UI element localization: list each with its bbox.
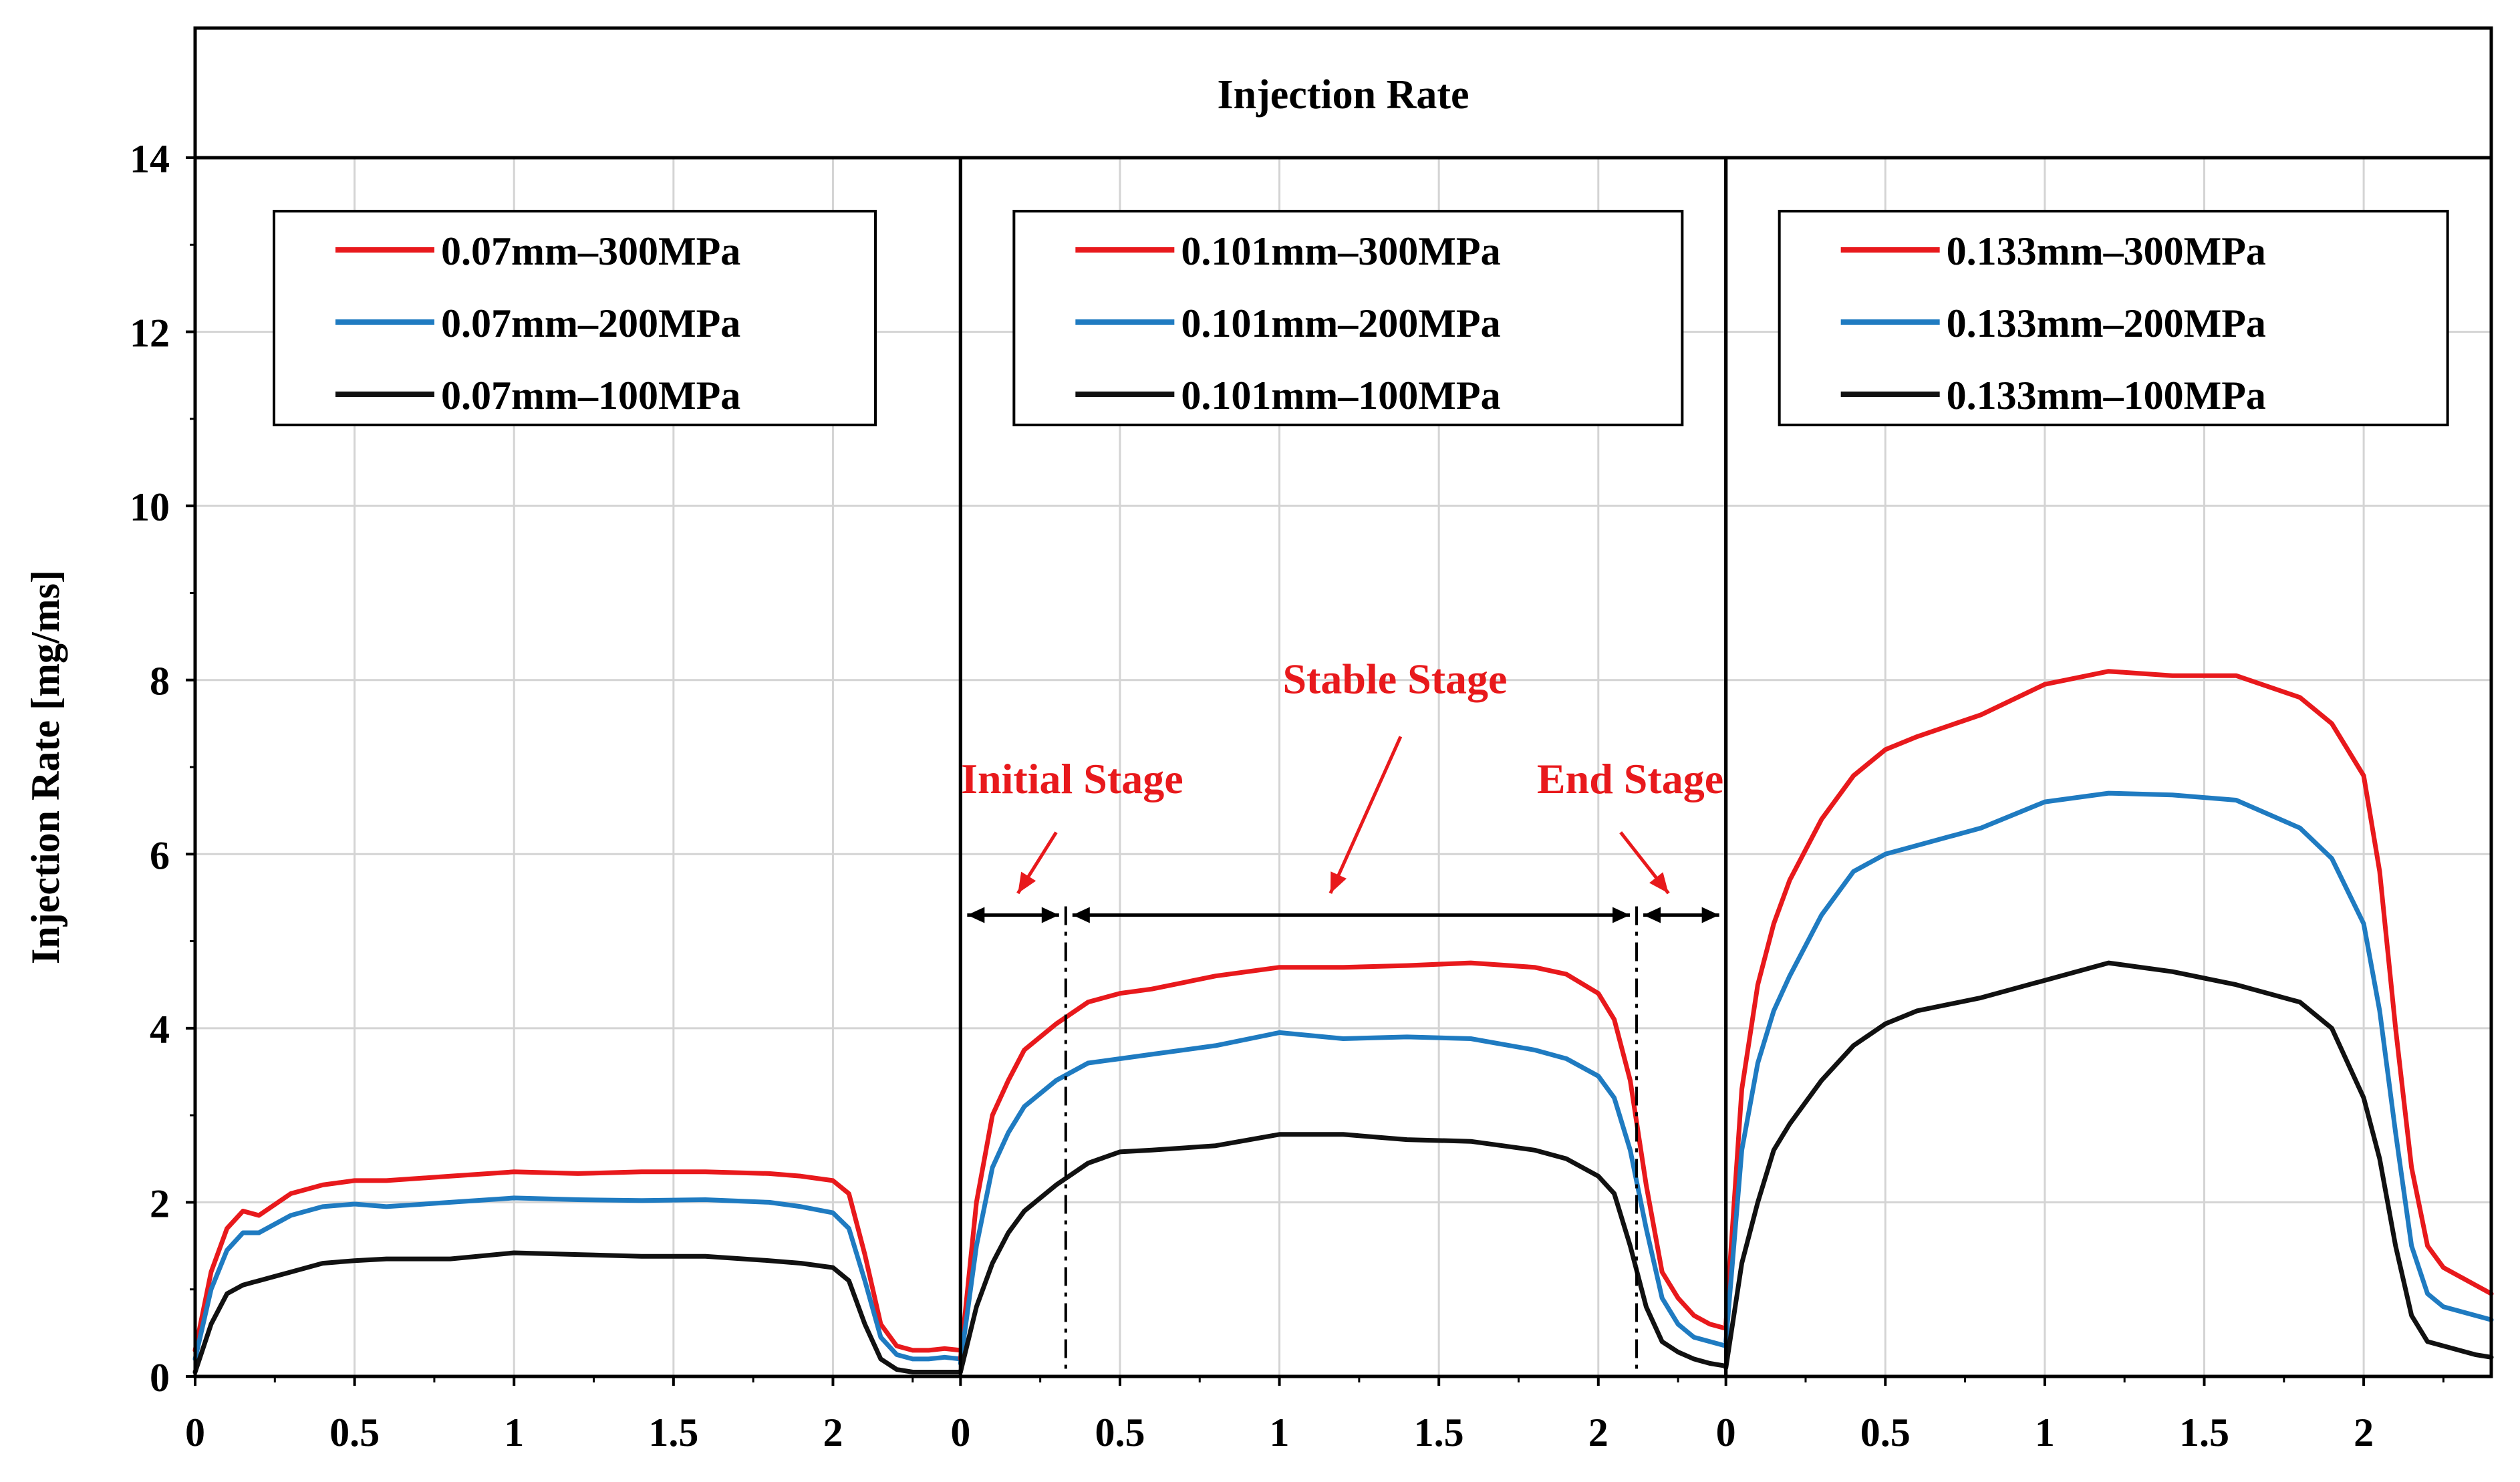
legend-layer: 0.07mm–300MPa 0.07mm–200MPa 0.07mm–100MPa 0… [273, 210, 2449, 426]
legend-box [1012, 210, 1684, 426]
title-box [193, 26, 2493, 160]
x-tick-label: 0 [950, 1411, 970, 1455]
legend-label: 0.133mm–300MPa [1947, 229, 2266, 273]
end-stage-pointer-head [1649, 872, 1669, 893]
y-tick-label: 14 [130, 137, 170, 181]
series-line-2-1 [1723, 790, 2494, 1344]
legend-box [273, 210, 877, 426]
legend-label: 0.101mm–200MPa [1181, 301, 1500, 345]
series-line-2-2 [1723, 960, 2494, 1370]
y-tick-label: 2 [150, 1181, 170, 1225]
legend-label: 0.101mm–300MPa [1181, 229, 1500, 273]
x-tick-label: 2 [2354, 1411, 2374, 1455]
end-stage-label: End Stage [1537, 755, 1723, 802]
legend-label: 0.101mm–100MPa [1181, 374, 1500, 418]
arrowhead-right [1041, 907, 1059, 923]
annotation-layer: Stable Stage Initial Stage End Stage [961, 655, 1723, 1376]
chart-title: Injection Rate [1217, 72, 1469, 118]
series-line-1-1 [958, 1030, 1729, 1366]
x-tick-label: 1 [504, 1411, 524, 1455]
series-line-0-2 [192, 1250, 963, 1374]
series-line-1-2 [958, 1132, 1729, 1374]
arrowhead-left [1072, 907, 1090, 923]
series-line-0-0 [192, 1169, 963, 1353]
stable-stage-pointer-head [1330, 871, 1347, 893]
x-tick-label: 1 [2035, 1411, 2055, 1455]
y-tick-label: 0 [150, 1356, 170, 1400]
arrowhead-left [967, 907, 985, 923]
legend-label: 0.133mm–200MPa [1947, 301, 2266, 345]
y-tick-label: 8 [150, 659, 170, 704]
series-line-1-0 [958, 960, 1729, 1362]
x-tick-label: 2 [823, 1411, 843, 1455]
legend-label: 0.133mm–100MPa [1947, 374, 2266, 418]
arrowhead-right [1613, 907, 1631, 923]
y-tick-label: 10 [130, 485, 170, 529]
x-tick-label: 1.5 [2179, 1411, 2229, 1455]
y-tick-label: 12 [130, 311, 170, 355]
stable-stage-label: Stable Stage [1282, 655, 1507, 702]
stable-stage-pointer [1328, 736, 1403, 894]
legend-label: 0.07mm–300MPa [441, 229, 740, 273]
initial-stage-pointer-head [1018, 871, 1036, 893]
panel-frame [1724, 156, 2493, 1378]
arrowhead-right [1701, 907, 1719, 923]
x-tick-label: 0.5 [329, 1411, 380, 1455]
legend-box [1778, 210, 2449, 426]
x-tick-label: 2 [1588, 1411, 1608, 1455]
series-line-2-0 [1723, 669, 2494, 1327]
x-tick-label: 1.5 [1414, 1411, 1464, 1455]
y-tick-label: 4 [150, 1008, 170, 1052]
legend-label: 0.07mm–100MPa [441, 374, 740, 418]
x-tick-label: 0 [1716, 1411, 1736, 1455]
series-line-0-1 [192, 1195, 963, 1362]
legend-label: 0.07mm–200MPa [441, 301, 740, 345]
y-tick-label: 6 [150, 833, 170, 877]
panel-0.101mm [958, 960, 1729, 1374]
x-tick-label: 0 [185, 1411, 205, 1455]
initial-stage-label: Initial Stage [961, 755, 1183, 802]
x-tick-label: 0.5 [1095, 1411, 1145, 1455]
x-tick-label: 1.5 [648, 1411, 698, 1455]
panel-0.133mm [1723, 669, 2494, 1370]
series-layer [192, 669, 2494, 1374]
panel-0.07mm [192, 1169, 963, 1374]
arrowhead-left [1643, 907, 1661, 923]
x-tick-label: 0.5 [1860, 1411, 1911, 1455]
y-axis-label: Injection Rate [mg/ms] [23, 570, 67, 964]
x-tick-label: 1 [1270, 1411, 1290, 1455]
frame-layer: Injection Rate [193, 26, 2493, 1378]
